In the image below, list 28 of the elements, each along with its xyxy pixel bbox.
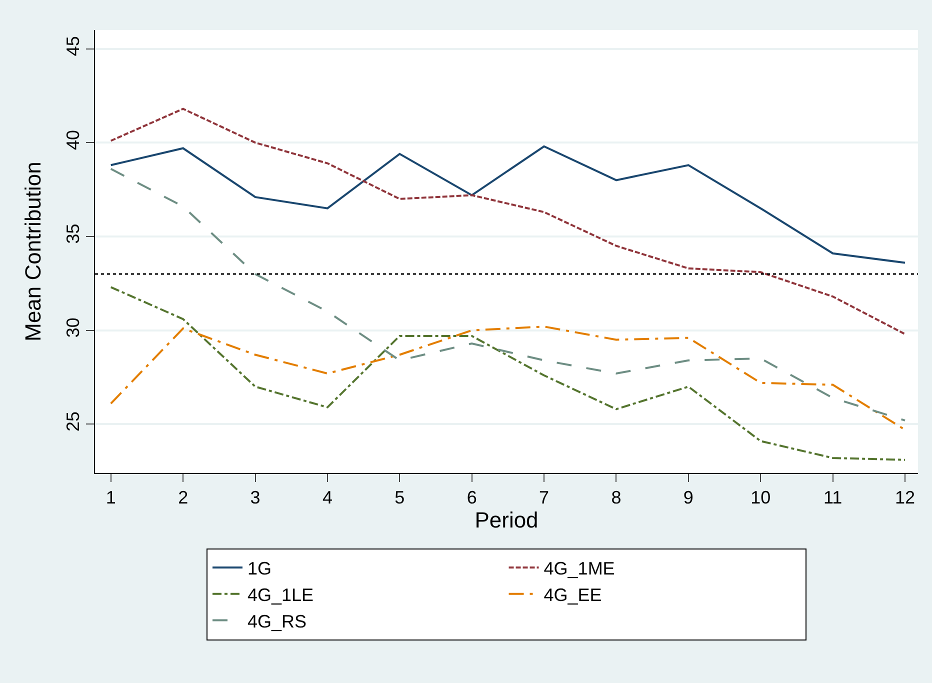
x-axis-title: Period [474, 508, 538, 533]
legend-label: 1G [248, 558, 272, 579]
legend-label: 4G_1ME [544, 558, 615, 579]
line-series [110, 108, 906, 336]
x-tick-label: 7 [539, 488, 550, 508]
x-tick-label: 10 [750, 488, 771, 508]
legend-label: 4G_EE [544, 584, 602, 605]
x-tick-label: 4 [322, 488, 332, 508]
y-tick-label: 35 [62, 224, 83, 244]
x-tick-label: 2 [178, 488, 188, 508]
legend-label: 4G_RS [248, 611, 307, 632]
line-series [110, 145, 906, 264]
legend-label: 4G_1LE [248, 584, 314, 605]
y-tick-label: 40 [62, 130, 83, 150]
x-tick-label: 3 [250, 488, 260, 508]
y-tick-label: 45 [62, 36, 83, 56]
x-tick-label: 8 [611, 488, 622, 508]
x-tick-label: 6 [466, 488, 477, 508]
x-tick-label: 1 [106, 488, 116, 508]
x-tick-label: 12 [894, 488, 916, 508]
line-series [110, 168, 906, 422]
y-tick-label: 25 [62, 411, 83, 432]
x-tick-label: 5 [394, 488, 405, 508]
y-axis-title: Mean Contribution [20, 162, 46, 342]
x-tick-label: 9 [683, 488, 694, 508]
line-series [110, 286, 906, 461]
y-tick-label: 30 [62, 318, 83, 338]
x-tick-label: 11 [823, 488, 842, 508]
